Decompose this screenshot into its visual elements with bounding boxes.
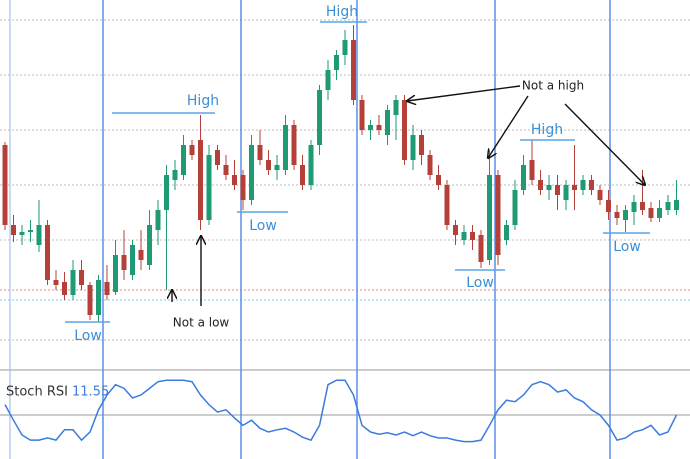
candle-body xyxy=(181,145,186,175)
candle-body xyxy=(572,185,577,190)
candle-body xyxy=(402,100,407,160)
candle-body xyxy=(674,200,679,210)
candle-body xyxy=(657,208,662,218)
candle-body xyxy=(96,280,101,315)
candle-body xyxy=(631,202,637,212)
candle-body xyxy=(359,100,365,130)
candle-body xyxy=(198,140,203,220)
candle-body xyxy=(580,180,586,190)
candle-body xyxy=(351,40,356,100)
candle-body xyxy=(470,232,475,240)
candle-body xyxy=(665,202,671,210)
candle-body xyxy=(393,100,399,115)
candle-body xyxy=(223,165,229,175)
candle-body xyxy=(45,225,50,280)
candle-body xyxy=(427,155,433,175)
candle-body xyxy=(461,232,467,240)
candle-body xyxy=(308,145,314,185)
candle-body xyxy=(28,230,33,232)
rsi-line xyxy=(4,379,678,443)
candle-body xyxy=(623,210,628,220)
candle-body xyxy=(291,125,297,165)
candle-body xyxy=(546,185,552,190)
candle-body xyxy=(478,235,484,262)
candle-body xyxy=(597,190,603,200)
candle-body xyxy=(555,185,560,195)
candle-body xyxy=(249,145,254,200)
candle-body xyxy=(189,145,195,155)
candle-body xyxy=(368,125,373,130)
candle-body xyxy=(274,165,280,170)
candle-body xyxy=(334,55,339,70)
candle-body xyxy=(317,90,322,145)
candle-body xyxy=(563,185,569,200)
candle-body xyxy=(206,155,212,220)
candle-body xyxy=(419,135,424,155)
annotation-label: High xyxy=(326,4,358,20)
candle-body xyxy=(113,255,118,292)
candle-body xyxy=(215,150,220,165)
candle-body xyxy=(512,190,518,225)
candle-body xyxy=(147,225,152,265)
candle-body xyxy=(19,232,25,235)
candle-body xyxy=(164,175,169,210)
annotation-label: Low xyxy=(466,275,494,291)
annotation-label: Not a high xyxy=(522,79,584,93)
candle-body xyxy=(155,210,161,230)
candle-body xyxy=(104,282,110,295)
candle-body xyxy=(232,175,237,185)
candle-body xyxy=(453,225,458,235)
candle-body xyxy=(495,175,501,255)
annotation-label: Low xyxy=(74,328,102,344)
candle-body xyxy=(266,160,271,170)
candle-body xyxy=(436,175,441,185)
candle-body xyxy=(2,145,8,225)
annotations xyxy=(65,21,650,323)
candle-body xyxy=(504,225,509,240)
candles xyxy=(2,25,679,322)
candle-body xyxy=(376,125,382,130)
candle-body xyxy=(257,145,263,160)
candle-body xyxy=(300,165,305,185)
candle-body xyxy=(138,250,144,260)
candle-body xyxy=(283,125,288,170)
annotation-label: Not a low xyxy=(173,316,230,330)
candle-body xyxy=(640,202,645,210)
candle-body xyxy=(342,40,348,55)
candle-body xyxy=(648,208,654,218)
candle-body xyxy=(521,165,526,190)
candle-body xyxy=(62,282,67,295)
candle-body xyxy=(36,225,42,245)
candle-body xyxy=(240,175,246,200)
candle-body xyxy=(444,185,450,225)
candle-body xyxy=(87,285,93,315)
candle-body xyxy=(529,160,535,180)
candle-body xyxy=(487,175,492,260)
annotation-label: Low xyxy=(613,239,641,255)
candle-body xyxy=(325,70,331,90)
annotation-label: High xyxy=(187,93,219,109)
candle-body xyxy=(121,255,127,270)
candle-body xyxy=(79,270,84,285)
candle-body xyxy=(53,280,59,285)
rsi-title: Stoch RSI xyxy=(6,385,68,400)
rsi-current-value: 11.55 xyxy=(72,385,109,400)
candle-body xyxy=(589,180,594,190)
candle-body xyxy=(11,225,16,235)
candle-body xyxy=(538,180,543,190)
annotation-label: Low xyxy=(249,218,277,234)
candle-body xyxy=(172,170,178,180)
candle-body xyxy=(614,212,620,218)
candle-body xyxy=(70,270,76,295)
candle-body xyxy=(130,245,135,275)
annotation-label: High xyxy=(531,122,563,138)
candle-body xyxy=(606,200,611,212)
candle-body xyxy=(385,110,390,135)
candle-body xyxy=(410,135,416,160)
